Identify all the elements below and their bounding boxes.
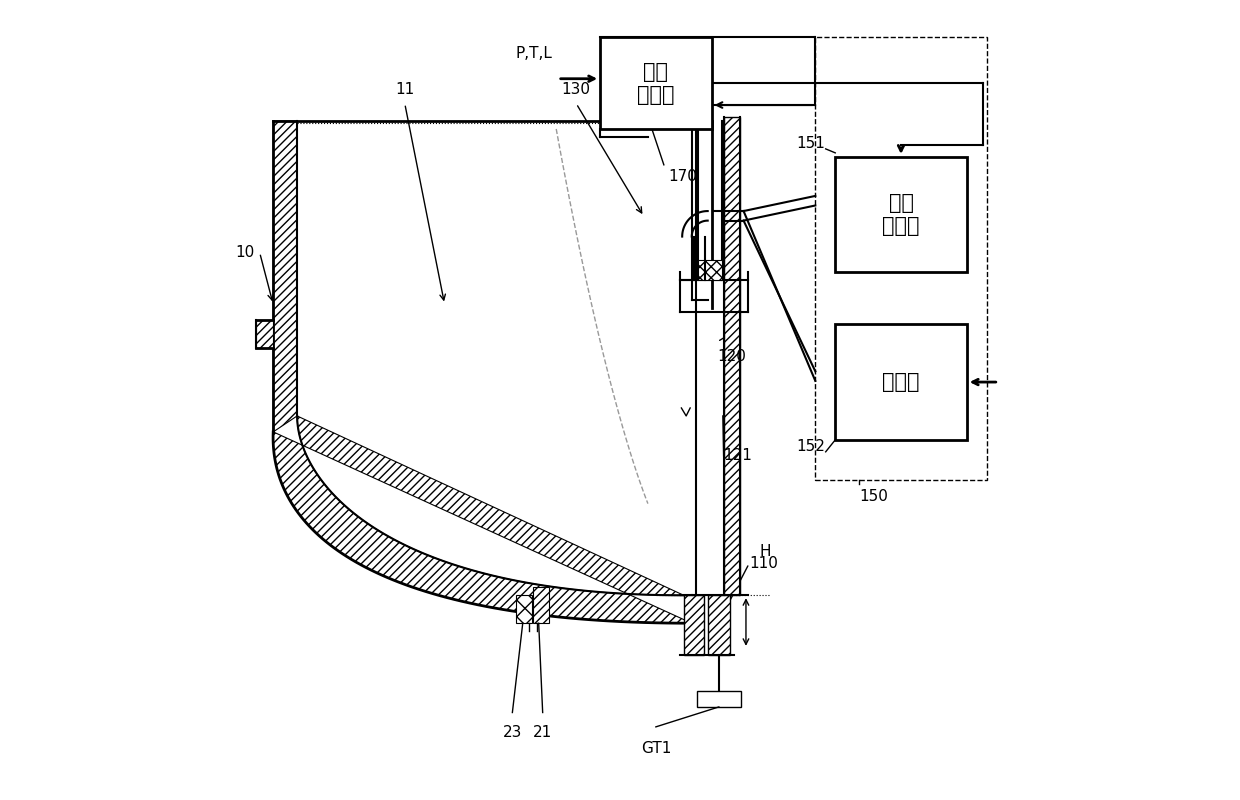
Text: 加压部: 加压部 [883, 372, 920, 392]
Bar [697, 691, 740, 707]
Text: 21: 21 [533, 726, 552, 740]
Text: GT1: GT1 [641, 742, 671, 756]
Bar [708, 595, 730, 655]
Text: 120: 120 [717, 349, 746, 364]
Bar [698, 261, 722, 281]
Text: 170: 170 [668, 169, 697, 184]
Bar [836, 324, 967, 440]
Bar [255, 320, 273, 348]
Text: 150: 150 [859, 490, 888, 504]
Text: 152: 152 [797, 439, 826, 454]
Text: 出钢
控制部: 出钢 控制部 [637, 62, 675, 105]
Text: 110: 110 [749, 556, 777, 571]
Polygon shape [273, 121, 692, 623]
Bar [533, 587, 549, 623]
Bar [836, 157, 967, 273]
Text: 10: 10 [236, 245, 255, 260]
Text: 11: 11 [396, 82, 414, 97]
Text: H: H [760, 544, 771, 559]
Text: 23: 23 [502, 726, 522, 740]
Bar [600, 38, 712, 129]
Text: 151: 151 [797, 136, 826, 151]
Bar [724, 117, 739, 595]
Bar [816, 38, 987, 480]
Text: P,T,L: P,T,L [516, 46, 552, 61]
Text: 121: 121 [724, 448, 753, 463]
Text: 真空
形成部: 真空 形成部 [883, 193, 920, 236]
Bar [683, 595, 704, 655]
Bar [516, 595, 532, 623]
Text: 130: 130 [562, 82, 590, 97]
